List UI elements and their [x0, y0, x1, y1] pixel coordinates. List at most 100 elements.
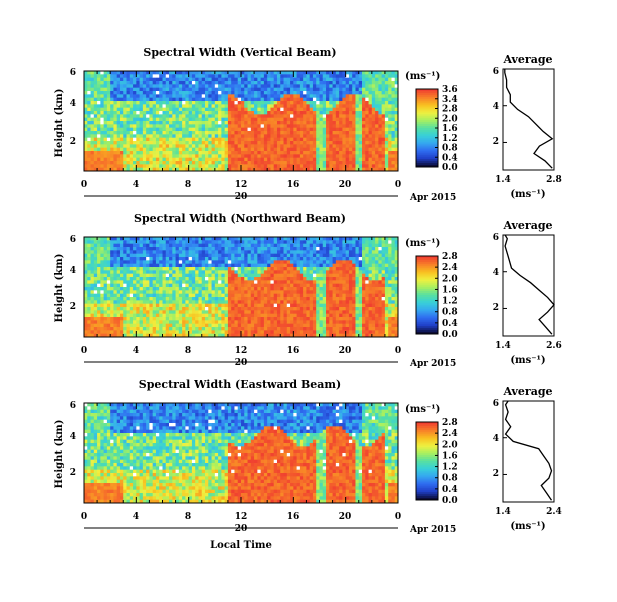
- heatmap-cell: [241, 84, 245, 88]
- heatmap-cell: [189, 134, 193, 138]
- heatmap-cell: [182, 240, 186, 244]
- heatmap-cell: [349, 148, 353, 152]
- heatmap-cell: [143, 237, 147, 241]
- heatmap-cell: [172, 84, 176, 88]
- heatmap-cell: [146, 164, 150, 168]
- heatmap-cell: [192, 88, 196, 92]
- heatmap-cell: [169, 114, 173, 118]
- heatmap-cell: [225, 128, 229, 132]
- heatmap-cell: [326, 111, 330, 115]
- heatmap-cell: [391, 84, 395, 88]
- heatmap-cell: [91, 254, 95, 258]
- heatmap-cell: [284, 324, 288, 328]
- heatmap-cell: [100, 144, 104, 148]
- heatmap-cell: [359, 111, 363, 115]
- heatmap-cell: [215, 254, 219, 258]
- heatmap-cell: [290, 277, 294, 281]
- heatmap-cell: [176, 154, 180, 158]
- heatmap-cell: [110, 128, 114, 132]
- heatmap-cell: [205, 294, 209, 298]
- heatmap-cell: [342, 91, 346, 95]
- heatmap-cell: [113, 237, 117, 241]
- heatmap-cell: [133, 84, 137, 88]
- heatmap-cell: [166, 101, 170, 105]
- heatmap-cell: [166, 280, 170, 284]
- heatmap-cell: [225, 91, 229, 95]
- heatmap-cell: [97, 81, 101, 85]
- heatmap-cell: [185, 294, 189, 298]
- heatmap-cell: [143, 128, 147, 132]
- heatmap-cell: [362, 121, 366, 125]
- heatmap-cell: [159, 161, 163, 165]
- heatmap-cell: [185, 138, 189, 142]
- heatmap-cell: [355, 114, 359, 118]
- heatmap-cell: [346, 81, 350, 85]
- heatmap-cell: [270, 287, 274, 291]
- heatmap-cell: [117, 247, 121, 251]
- heatmap-cell: [297, 71, 301, 75]
- heatmap-cell: [149, 317, 153, 321]
- heatmap-cell: [375, 158, 379, 162]
- heatmap-cell: [264, 144, 268, 148]
- heatmap-cell: [110, 304, 114, 308]
- heatmap-cell: [123, 94, 127, 98]
- heatmap-cell: [218, 108, 222, 112]
- heatmap-cell: [297, 257, 301, 261]
- panel-title: Spectral Width (Vertical Beam): [143, 46, 336, 59]
- heatmap-cell: [274, 264, 278, 268]
- heatmap-cell: [117, 71, 121, 75]
- heatmap-cell: [202, 240, 206, 244]
- heatmap-cell: [153, 84, 157, 88]
- heatmap-cell: [166, 307, 170, 311]
- heatmap-cell: [391, 151, 395, 155]
- heatmap-cell: [107, 297, 111, 301]
- heatmap-cell: [244, 250, 248, 254]
- colorbar-tick-label: 3.4: [442, 95, 458, 105]
- heatmap-cell: [215, 327, 219, 331]
- heatmap-cell: [140, 158, 144, 162]
- heatmap-cell: [225, 124, 229, 128]
- heatmap-cell: [215, 307, 219, 311]
- heatmap-cell: [136, 118, 140, 122]
- heatmap-cell: [156, 287, 160, 291]
- heatmap-cell: [323, 144, 327, 148]
- heatmap-cell: [284, 244, 288, 248]
- heatmap-cell: [198, 247, 202, 251]
- heatmap-cell: [149, 300, 153, 304]
- heatmap-cell: [169, 118, 173, 122]
- heatmap-cell: [202, 284, 206, 288]
- heatmap-cell: [202, 108, 206, 112]
- heatmap-cell: [234, 88, 238, 92]
- heatmap-cell: [94, 247, 98, 251]
- heatmap-cell: [336, 74, 340, 78]
- heatmap-cell: [228, 74, 232, 78]
- heatmap-cell: [212, 84, 216, 88]
- heatmap-cell: [149, 324, 153, 328]
- heatmap-cell: [185, 244, 189, 248]
- heatmap-cell: [287, 324, 291, 328]
- heatmap-cell: [140, 280, 144, 284]
- heatmap-cell: [100, 111, 104, 115]
- heatmap-cell: [264, 290, 268, 294]
- heatmap-cell: [270, 254, 274, 258]
- heatmap-cell: [169, 134, 173, 138]
- heatmap-cell: [97, 88, 101, 92]
- heatmap-cell: [133, 264, 137, 268]
- heatmap-cell: [342, 94, 346, 98]
- heatmap-cell: [97, 98, 101, 102]
- heatmap-cell: [297, 124, 301, 128]
- heatmap-cell: [202, 310, 206, 314]
- heatmap-cell: [140, 254, 144, 258]
- heatmap-cell: [251, 290, 255, 294]
- heatmap-cell: [234, 91, 238, 95]
- heatmap-cell: [172, 121, 176, 125]
- heatmap-cell: [117, 138, 121, 142]
- heatmap-cell: [267, 84, 271, 88]
- heatmap-cell: [300, 71, 304, 75]
- heatmap-cell: [169, 124, 173, 128]
- heatmap-cell: [205, 247, 209, 251]
- heatmap-cell: [234, 254, 238, 258]
- heatmap-cell: [140, 294, 144, 298]
- heatmap-cell: [378, 151, 382, 155]
- heatmap-cell: [153, 284, 157, 288]
